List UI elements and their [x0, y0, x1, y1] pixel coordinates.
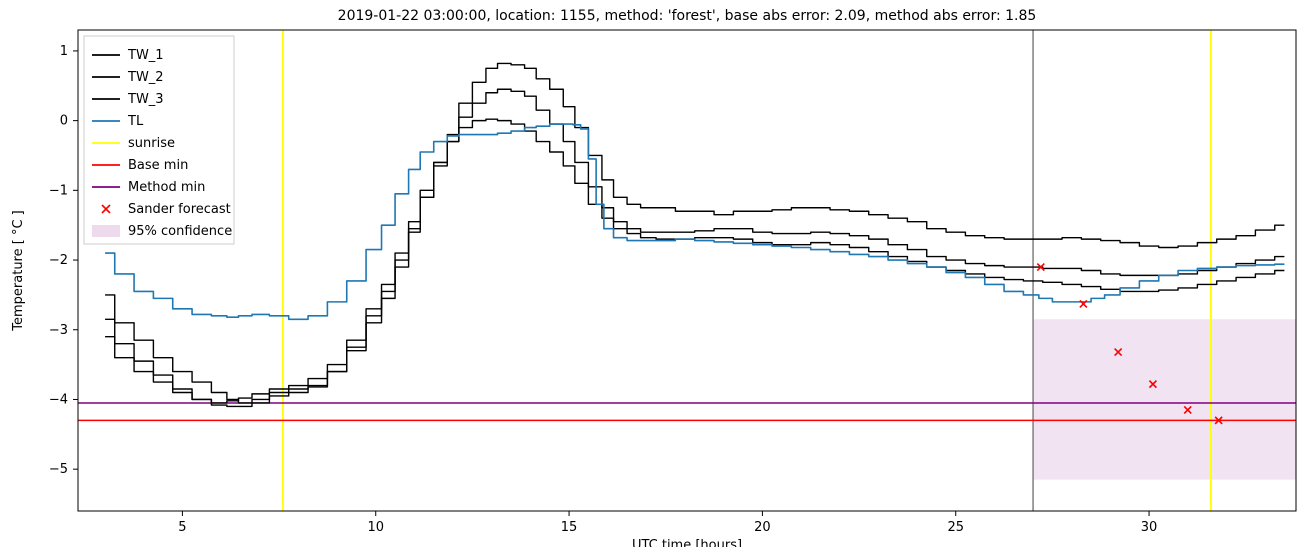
legend-item-tw_3: TW_3 [127, 92, 164, 107]
ytick-label: 0 [60, 114, 68, 129]
x-axis-label: UTC time [hours] [632, 538, 742, 547]
xtick-label: 10 [367, 520, 384, 535]
confidence-region [1033, 319, 1296, 479]
xtick-label: 20 [754, 520, 771, 535]
legend-item-tw_2: TW_2 [127, 70, 164, 85]
legend-item-method-min: Method min [128, 180, 205, 195]
xtick-label: 5 [178, 520, 186, 535]
ytick-label: −2 [49, 253, 68, 268]
y-axis-label: Temperature [ °C ] [11, 210, 26, 331]
legend-item-tl: TL [127, 114, 144, 129]
ytick-label: −1 [49, 183, 68, 198]
legend: TW_1 TW_2 TW_3 TL sunrise Base min Method min S… [84, 36, 234, 244]
legend-item-95%-confidence: 95% confidence [128, 224, 232, 239]
legend-item-tw_1: TW_1 [127, 48, 164, 63]
xtick-label: 30 [1141, 520, 1158, 535]
legend-item-sunrise: sunrise [128, 136, 175, 151]
xtick-label: 15 [561, 520, 578, 535]
ytick-label: −5 [49, 462, 68, 477]
legend-item-sander-forecast: Sander forecast [128, 202, 231, 217]
ytick-label: 1 [60, 44, 68, 59]
chart-svg: 5 10 15 20 25 30 −5 −4 −3 −2 −1 0 1 UTC time [hours] T… [0, 0, 1313, 547]
ytick-label: −3 [49, 323, 68, 338]
xtick-label: 25 [947, 520, 964, 535]
legend-item-base-min: Base min [128, 158, 188, 173]
ytick-label: −4 [49, 392, 68, 407]
chart-title: 2019-01-22 03:00:00, location: 1155, met… [338, 8, 1037, 24]
chart-container: 5 10 15 20 25 30 −5 −4 −3 −2 −1 0 1 UTC time [hours] T… [0, 0, 1313, 547]
